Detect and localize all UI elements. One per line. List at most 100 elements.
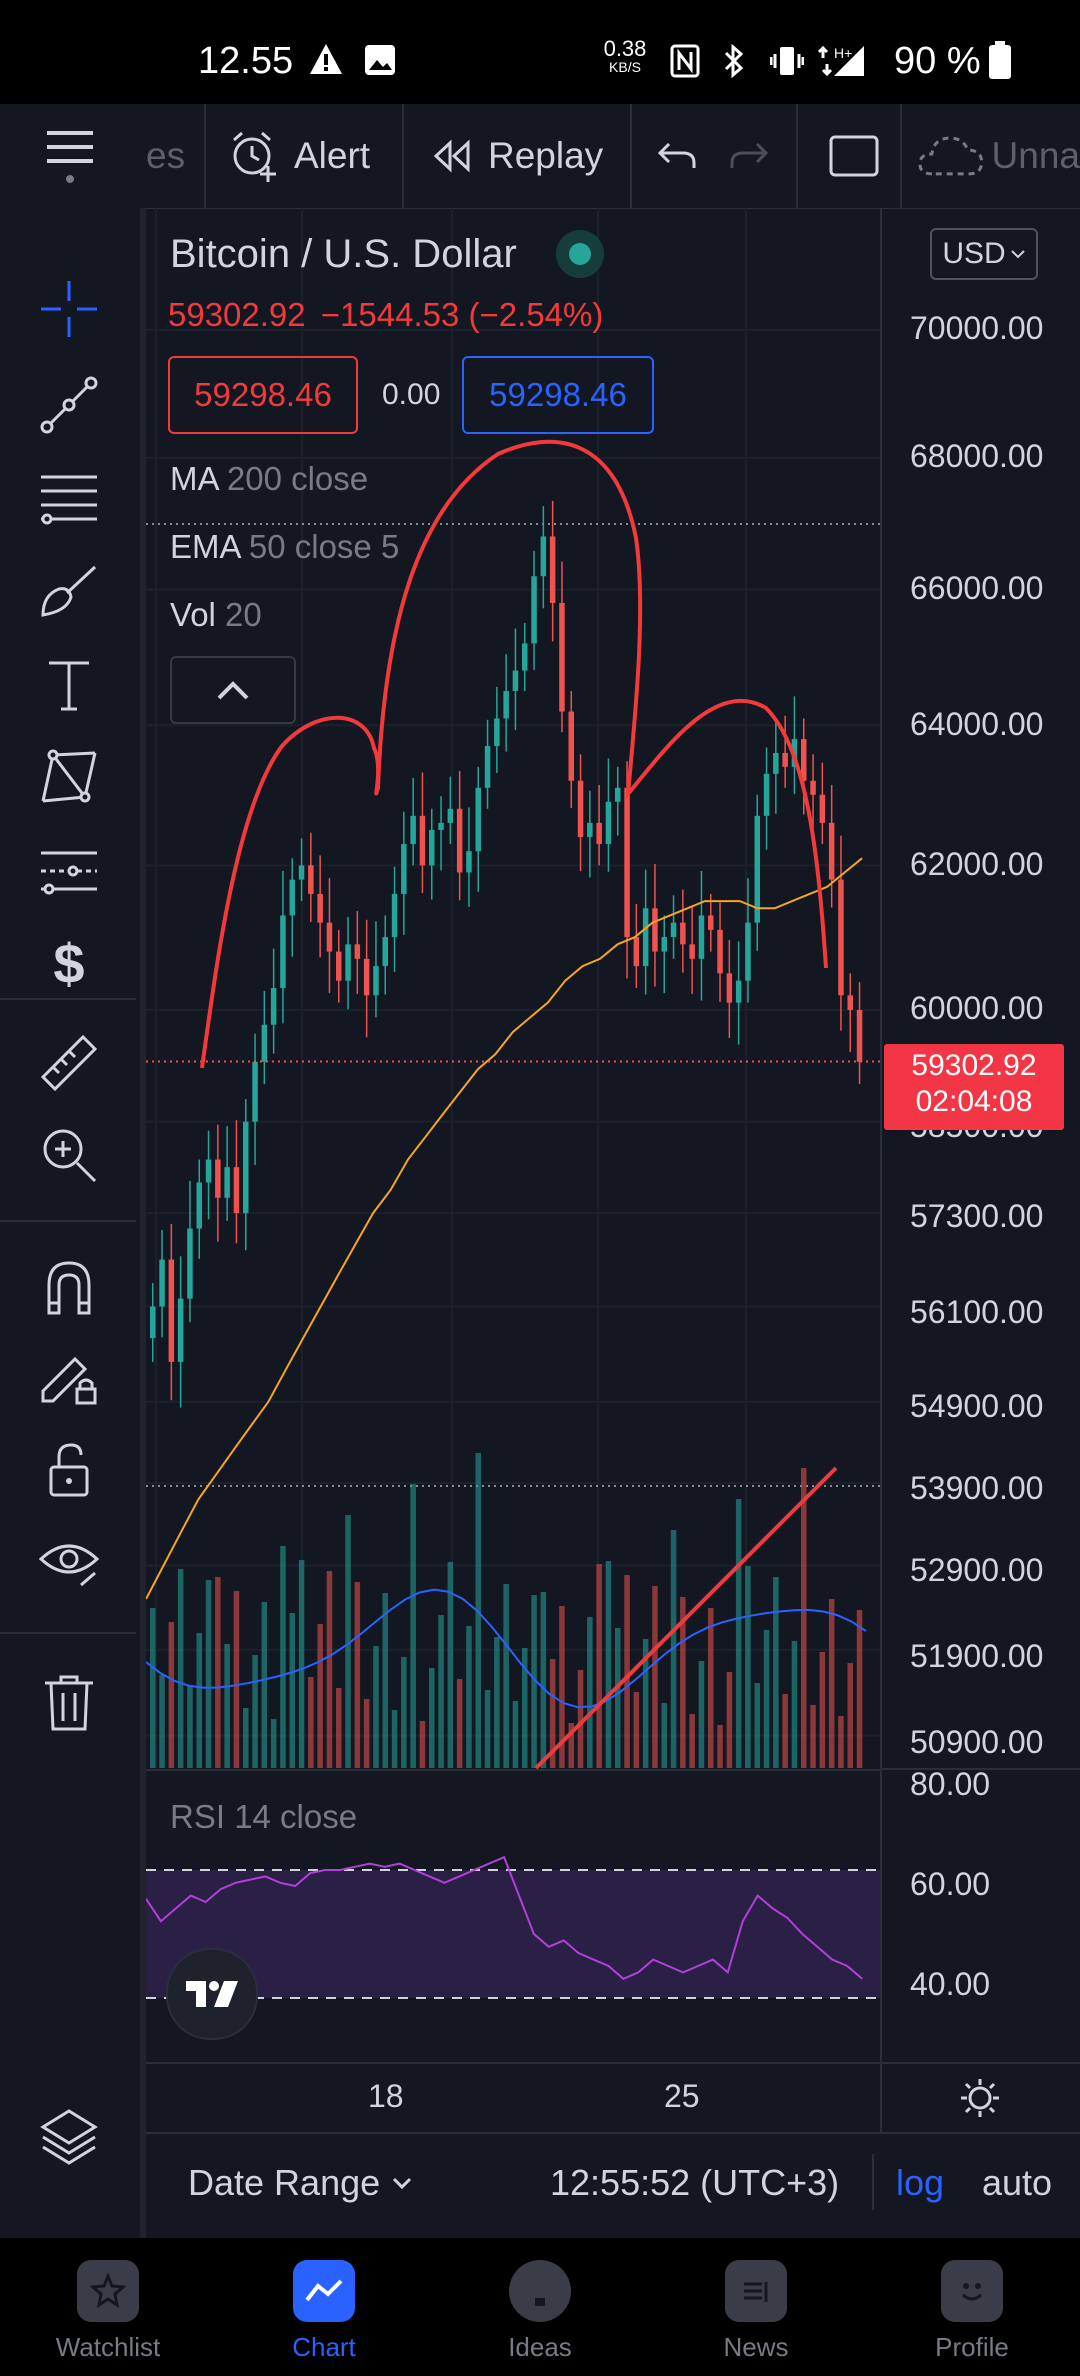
- layout-name-button[interactable]: Unna: [918, 104, 1080, 208]
- chart-settings-button[interactable]: [958, 2076, 1002, 2125]
- redo-button[interactable]: [722, 104, 776, 208]
- candle-body: [726, 973, 733, 1003]
- chart-pane[interactable]: Bitcoin / U.S. Dollar 59302.92 −1544.53 …: [146, 208, 880, 2068]
- trendline-icon: [40, 376, 98, 434]
- undo-icon: [657, 142, 696, 168]
- vibrate-icon: [769, 44, 805, 83]
- candle-body: [847, 995, 853, 1010]
- vol-name: Vol: [170, 596, 216, 633]
- visibility-tool[interactable]: [30, 1522, 108, 1600]
- currency-selector[interactable]: USD: [930, 228, 1038, 280]
- chart-canvas[interactable]: [146, 208, 880, 2068]
- bottom-divider: [872, 2154, 874, 2210]
- nfc-icon: [670, 44, 700, 83]
- volume-bar: [215, 1577, 221, 1768]
- vol-legend[interactable]: Vol 20: [170, 596, 262, 634]
- collapse-legend-button[interactable]: [170, 656, 296, 724]
- zoom-tool[interactable]: [30, 1116, 108, 1194]
- remove-drawings-tool[interactable]: [30, 1664, 108, 1742]
- spread-value: 0.00: [382, 378, 441, 411]
- measure-tool[interactable]: [30, 1024, 108, 1102]
- text-icon: [49, 661, 89, 711]
- current-price-tag: 59302.92 02:04:08: [884, 1044, 1064, 1130]
- date-range-button[interactable]: Date Range: [188, 2162, 412, 2204]
- volume-bar: [819, 1652, 826, 1768]
- layout-name: Unna: [991, 135, 1080, 176]
- replay-button[interactable]: Replay: [430, 104, 616, 208]
- object-tree-tool[interactable]: [30, 2098, 108, 2176]
- magnet-tool[interactable]: [30, 1248, 108, 1326]
- pattern-tool[interactable]: [30, 738, 108, 816]
- candle-body: [215, 1159, 221, 1198]
- volume-bar: [243, 1708, 249, 1768]
- forecast-lines-icon: [41, 851, 97, 895]
- auto-scale-toggle[interactable]: auto: [982, 2162, 1053, 2203]
- candle-body: [624, 787, 630, 938]
- price-axis[interactable]: USD 70000.00 68000.00 66000.00 64000.00 …: [880, 208, 1080, 2068]
- volume-bar: [252, 1655, 258, 1768]
- candle-body: [261, 1024, 268, 1062]
- square-icon: [829, 135, 879, 177]
- market-status[interactable]: [556, 230, 604, 278]
- log-scale-toggle[interactable]: log: [896, 2162, 945, 2203]
- volume-bar: [503, 1584, 509, 1768]
- tab-watchlist[interactable]: Watchlist: [18, 2238, 198, 2376]
- candle-body: [670, 922, 677, 938]
- prediction-tool[interactable]: [30, 832, 108, 910]
- replay-label: Replay: [488, 135, 604, 176]
- xabcd-pattern-icon: [41, 749, 97, 803]
- tradingview-logo[interactable]: [166, 1948, 258, 2040]
- magnet-icon: [47, 1261, 91, 1315]
- tab-label: Chart: [292, 2332, 356, 2362]
- crosshair-tool[interactable]: [30, 270, 108, 348]
- volume-bar: [187, 1686, 193, 1768]
- rsi-legend[interactable]: RSI 14 close: [170, 1798, 357, 1836]
- lock-drawings-tool[interactable]: [30, 1338, 108, 1416]
- price-label: 56100.00: [910, 1294, 1044, 1330]
- candle-body: [484, 746, 491, 788]
- alert-button[interactable]: Alert: [226, 104, 400, 208]
- cloud-icon: [918, 136, 984, 176]
- candle-body: [754, 815, 760, 923]
- chevron-down-icon: [1010, 250, 1025, 259]
- candle-body: [642, 908, 649, 967]
- tab-chart[interactable]: Chart: [234, 2238, 414, 2376]
- ema-params: 50 close 5: [248, 528, 400, 565]
- volume-bar: [652, 1586, 658, 1768]
- time-label: 18: [368, 2078, 404, 2114]
- time-axis[interactable]: 18 25: [146, 2062, 1080, 2132]
- undo-button[interactable]: [650, 104, 704, 208]
- tab-news[interactable]: News: [666, 2238, 846, 2376]
- candle-body: [819, 794, 826, 823]
- sell-button[interactable]: 59298.46: [168, 356, 358, 434]
- lock-tool[interactable]: [30, 1430, 108, 1508]
- brush-tool[interactable]: [30, 552, 108, 630]
- candle-body: [224, 1167, 230, 1198]
- volume-bar: [633, 1692, 640, 1768]
- volume-bar: [670, 1530, 677, 1768]
- layers-icon: [40, 2109, 98, 2165]
- smiley-icon: [941, 2260, 1003, 2322]
- candle-body: [270, 987, 277, 1025]
- fullscreen-button[interactable]: [818, 104, 890, 208]
- star-icon: [77, 2260, 139, 2322]
- ma-legend[interactable]: MA 200 close: [170, 460, 368, 498]
- symbol-tab-partial[interactable]: es: [146, 135, 186, 176]
- text-tool[interactable]: [30, 646, 108, 724]
- rsi-label: 40.00: [910, 1966, 991, 2002]
- clock-timezone[interactable]: 12:55:52 (UTC+3): [550, 2162, 840, 2203]
- ema-legend[interactable]: EMA 50 close 5: [170, 528, 399, 566]
- candle-body: [577, 780, 584, 837]
- volume-bar: [261, 1602, 268, 1768]
- fib-retracement-tool[interactable]: [30, 458, 108, 536]
- menu-button[interactable]: [0, 104, 140, 208]
- trendline-tool[interactable]: [30, 366, 108, 444]
- trading-tool[interactable]: $: [30, 924, 108, 1002]
- pencil-lock-icon: [41, 1356, 97, 1405]
- tab-ideas[interactable]: Ideas: [450, 2238, 630, 2376]
- buy-button[interactable]: 59298.46: [462, 356, 654, 434]
- volume-bar: [847, 1663, 853, 1768]
- symbol-title[interactable]: Bitcoin / U.S. Dollar: [170, 232, 517, 276]
- tab-profile[interactable]: Profile: [882, 2238, 1062, 2376]
- candle-body: [531, 576, 537, 644]
